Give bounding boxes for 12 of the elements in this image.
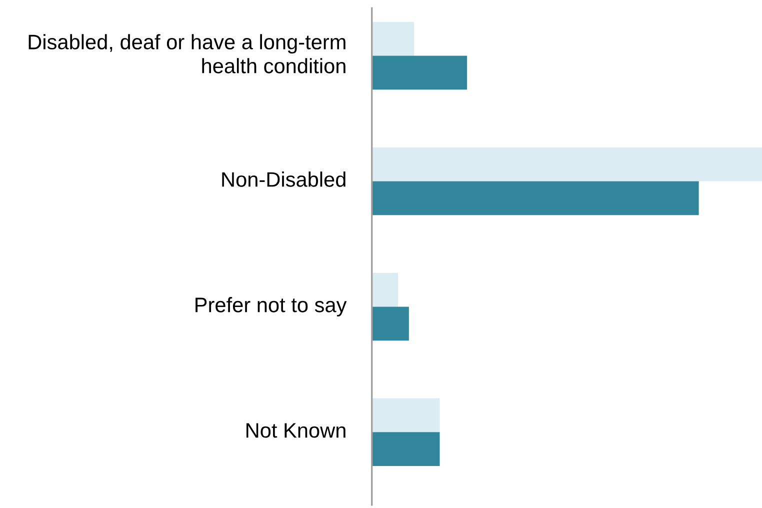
bar: [372, 181, 699, 216]
bar: [372, 22, 414, 56]
y-tick-label: Prefer not to say: [196, 297, 347, 316]
y-tick-label: Not Known: [246, 423, 346, 438]
bar: [372, 272, 398, 307]
bar: [372, 398, 440, 432]
y-tick-label: Disabled, deaf or have a long-term health condition: [28, 34, 346, 74]
bar: [372, 56, 468, 90]
bar: [372, 432, 440, 466]
bar: [372, 147, 762, 182]
bar: [372, 306, 409, 341]
y-tick-label: Non-Disabled: [222, 172, 346, 187]
